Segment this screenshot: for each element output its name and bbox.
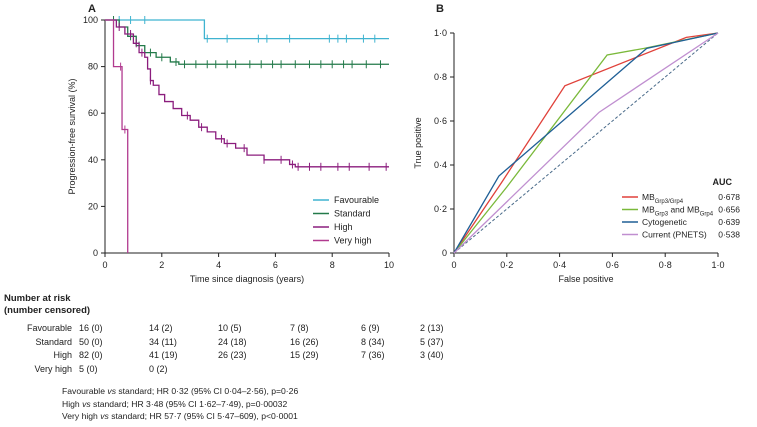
risk-table-title: Number at risk [4,293,71,304]
risk-table-subtitle: (number censored) [4,305,91,316]
panel-a-x-tick-label: 0 [102,260,107,270]
panel-b-y-tick-label: 0·8 [434,72,447,82]
panel-b-y-tick-label: 1·0 [434,28,447,38]
panel-b-x-tick-label: 0·2 [500,260,513,270]
panel-b-y-tick-label: 0·2 [434,204,447,214]
risk-cell: 7 (8) [290,323,309,333]
panel-b-x-tick-label: 0 [451,260,456,270]
legend-a-label-standard: Standard [334,209,371,219]
panel-a-y-tick-label: 60 [88,108,98,118]
risk-cell: 50 (0) [79,336,103,347]
risk-cell: 41 (19) [149,350,178,360]
roc-curve-roc_cytogenetic [453,32,719,254]
risk-cell: 34 (11) [149,336,177,347]
risk-row-label: Very high [34,363,72,374]
risk-cell: 24 (18) [218,336,247,347]
legend-b-auc-roc_current: 0·538 [718,230,740,240]
risk-cell: 7 (36) [361,350,385,360]
panel-b-y-axis-title: True positive [413,117,423,168]
legend-b-label-roc_mbgrp34: MBGrp3 and MBGrp4 [642,205,714,218]
risk-row-label: Standard [35,336,72,347]
panel-a-y-tick-label: 0 [93,248,98,258]
legend-a-label-high: High [334,222,353,232]
roc-curve-roc_current [453,32,719,254]
hazard-ratio-line: High vs standard; HR 3·48 (95% CI 1·62–7… [62,398,288,409]
risk-cell: 0 (2) [149,363,168,374]
risk-row-label: Favourable [26,323,72,333]
roc-reference-diagonal [453,32,719,254]
panel-b-x-axis-title: False positive [558,274,613,284]
risk-cell: 16 (0) [79,323,103,333]
hazard-ratio-line: Very high vs standard; HR 57·7 (95% CI 5… [62,411,298,421]
panel-a-y-axis-title: Progression-free survival (%) [67,78,77,194]
roc-curve-roc_mbgrp [453,32,719,254]
km-curve-veryhigh [105,19,129,253]
km-curve-high [105,19,389,168]
panel-a-y-tick-label: 40 [88,155,98,165]
risk-cell: 14 (2) [149,323,173,333]
panel-a-x-axis-title: Time since diagnosis (years) [190,274,304,284]
panel-a-x-tick-label: 2 [159,260,164,270]
panel-b-y-tick-label: 0·4 [434,160,447,170]
risk-cell: 10 (5) [218,323,242,333]
panel-b-x-tick-label: 1·0 [711,260,724,270]
risk-cell: 8 (34) [361,336,385,347]
panel-b-y-tick-label: 0 [442,248,447,258]
hazard-ratio-line: Favourable vs standard; HR 0·32 (95% CI … [62,386,299,396]
risk-cell: 2 (13) [420,323,444,333]
panel-a-x-tick-label: 6 [273,260,278,270]
panel-a-x-tick-label: 10 [384,260,394,270]
figure-canvas: A 0 20 40 60 80 100 0 2 4 6 8 10 Time since diagnosis… [67,3,740,284]
panel-a-y-tick-label: 100 [83,15,98,25]
legend-b-label-roc_mbgrp: MBGrp3/Grp4 [642,192,684,205]
legend-b-header: AUC [713,177,733,187]
legend-b-label-roc_current: Current (PNETS) [642,230,707,240]
legend-b-label-roc_cytogenetic: Cytogenetic [642,217,688,227]
legend-b-auc-roc_mbgrp: 0·678 [718,192,740,202]
risk-cell: 5 (37) [420,336,444,347]
risk-cell: 6 (9) [361,323,380,333]
panel-b-y-tick-label: 0·6 [434,116,447,126]
panel-a-y-tick-label: 20 [88,201,98,211]
risk-row-label: High [53,350,72,360]
risk-cell: 5 (0) [79,363,98,374]
panel-a-x-tick-label: 4 [216,260,221,270]
risk-cell: 26 (23) [218,350,247,360]
legend-b-auc-roc_mbgrp34: 0·656 [718,205,740,215]
legend-a-label-veryhigh: Very high [334,236,372,246]
km-curve-favourable [105,19,389,40]
panel-b-x-tick-label: 0·8 [659,260,672,270]
panel-b-x-tick-label: 0·6 [606,260,619,270]
panel-a-x-tick-label: 8 [330,260,335,270]
panel-a-label: A [88,3,96,15]
risk-cell: 82 (0) [79,350,103,360]
risk-cell: 15 (29) [290,350,319,360]
risk-cell: 16 (26) [290,336,319,347]
panel-b-label: B [436,3,444,15]
panel-b-x-tick-label: 0·4 [553,260,566,270]
legend-a-label-favourable: Favourable [334,195,379,205]
risk-cell: 3 (40) [420,350,444,360]
legend-b-auc-roc_cytogenetic: 0·639 [718,217,740,227]
panel-a-y-tick-label: 80 [88,62,98,72]
